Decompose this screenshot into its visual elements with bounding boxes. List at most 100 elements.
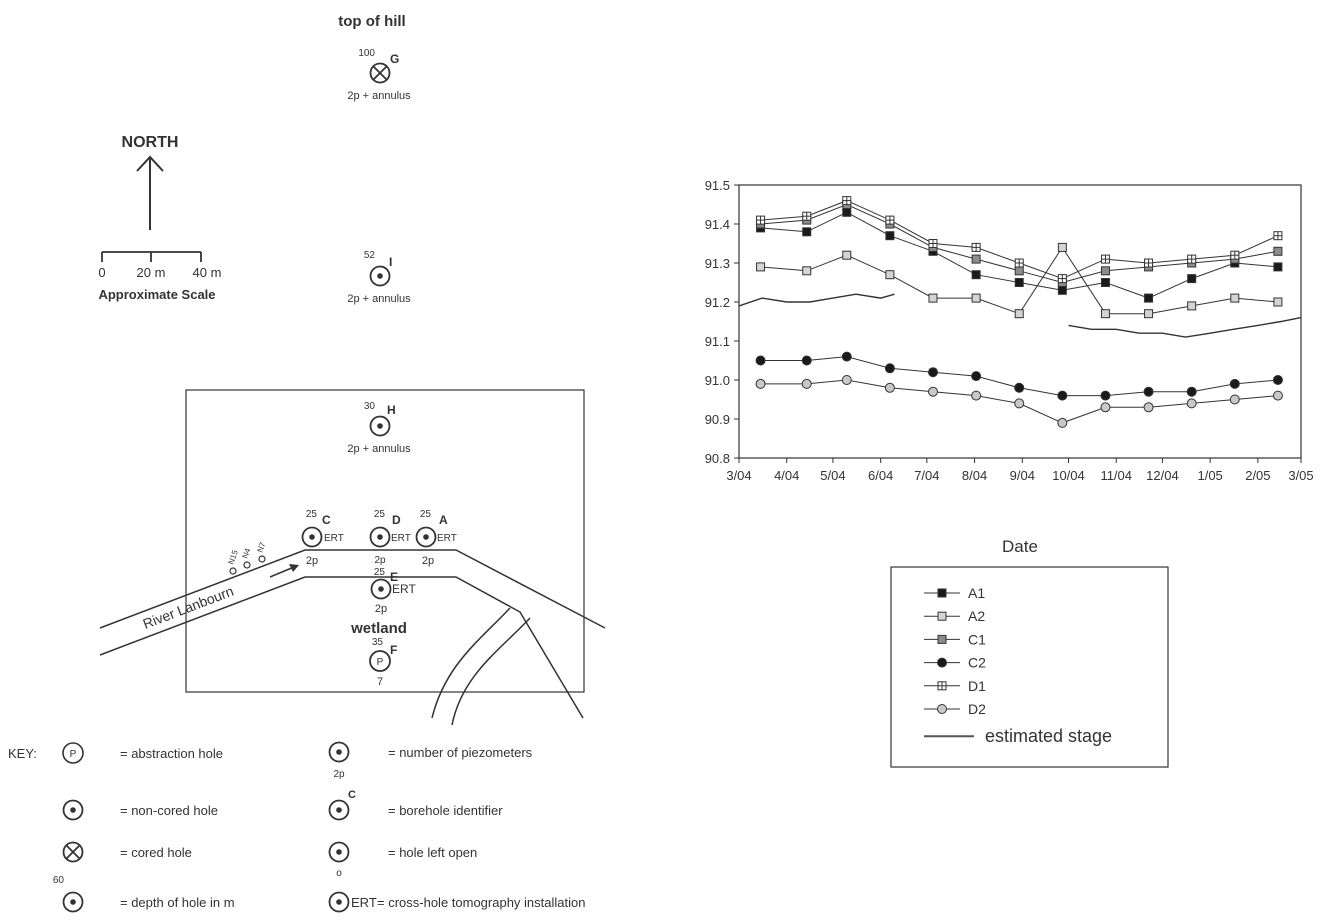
hole-center-dot (70, 899, 76, 905)
borehole-f: 35 F P 7 (369, 637, 397, 688)
key-identifier-example: C (348, 789, 356, 801)
non-cored-hole-icon (370, 578, 392, 600)
data-point-c2 (1272, 375, 1283, 385)
borehole-a-ert: ERT (437, 533, 457, 544)
non-cored-hole-icon (369, 415, 391, 437)
hole-center-dot (378, 586, 384, 592)
series-lines (755, 196, 1283, 428)
hole-center-dot (423, 534, 429, 540)
x-tick-label: 5/04 (820, 468, 845, 483)
borehole-d-ert: ERT (391, 533, 411, 544)
data-point-a2 (1100, 309, 1110, 319)
small-hole-label: N4 (240, 546, 252, 559)
data-point-a2 (885, 270, 895, 280)
river-bank-south (99, 576, 584, 719)
data-point-c1 (1100, 266, 1110, 276)
y-tick-label: 91.0 (705, 373, 730, 388)
north-arrow: NORTH (122, 134, 178, 230)
borehole-g-depth: 100 (358, 48, 375, 59)
legend-label-estimated-stage: estimated stage (985, 726, 1112, 746)
scale-tick-label: 40 m (193, 265, 222, 280)
small-hole-label: N7 (255, 540, 267, 553)
data-point-a1 (842, 207, 852, 217)
borehole-d-depth: 25 (374, 509, 386, 520)
data-point-a2 (842, 250, 852, 260)
non-cored-hole-icon (328, 799, 350, 821)
borehole-e-ert: ERT (392, 582, 416, 596)
data-point-a2 (928, 293, 938, 303)
key-title: KEY: (8, 746, 37, 761)
borehole-c: 25 C ERT 2p (301, 509, 344, 567)
wetland-site-boundary (185, 389, 585, 693)
non-cored-hole-icon (415, 526, 437, 548)
river (99, 549, 606, 726)
non-cored-hole-icon (301, 526, 323, 548)
key-open-text: = hole left open (388, 845, 477, 860)
data-point-d2 (928, 386, 939, 397)
key-piezometers-text: = number of piezometers (388, 745, 533, 760)
borehole-c-id: C (322, 513, 331, 527)
data-point-a1 (802, 227, 812, 237)
hole-center-dot (336, 899, 342, 905)
y-tick-label: 90.9 (705, 412, 730, 427)
borehole-i: 52 I 2p + annulus (347, 250, 411, 305)
plot-area (738, 184, 1302, 459)
x-tick-label: 8/04 (962, 468, 987, 483)
borehole-h: 30 H 2p + annulus (347, 401, 411, 455)
estimated-stage-line (738, 293, 1302, 338)
borehole-c-depth: 25 (306, 509, 318, 520)
data-point-d2 (1186, 398, 1197, 409)
data-point-d2 (1143, 402, 1154, 413)
non-cored-hole-icon (328, 741, 350, 763)
data-point-d2 (971, 390, 982, 401)
non-cored-hole-icon (369, 526, 391, 548)
key-piezo-example: 2p (333, 769, 345, 780)
non-cored-hole-icon (62, 799, 84, 821)
map-key: KEY: P = abstraction hole = non-cored ho… (8, 741, 585, 913)
north-arrow-head-icon (136, 155, 164, 172)
key-depth-example: 60 (53, 875, 65, 886)
non-cored-hole-icon (62, 891, 84, 913)
small-holes: N15 N4 N7 (226, 540, 268, 575)
cored-hole-icon (62, 841, 84, 863)
x-tick-label: 7/04 (914, 468, 939, 483)
wetland-label: wetland (350, 620, 407, 637)
data-point-a1 (1144, 293, 1154, 303)
y-tick-label: 90.8 (705, 451, 730, 466)
key-non-cored-text: = non-cored hole (120, 803, 218, 818)
cored-hole-cross (372, 65, 388, 81)
legend-label-d1: D1 (968, 678, 986, 694)
abstraction-hole-icon (369, 650, 391, 672)
data-point-c1 (1014, 266, 1024, 276)
data-point-d2 (1272, 390, 1283, 401)
borehole-i-id: I (389, 255, 392, 269)
x-tick-label: 6/04 (868, 468, 893, 483)
borehole-e-id: E (390, 570, 398, 584)
data-point-a2 (1057, 242, 1067, 252)
x-tick-label: 4/04 (774, 468, 799, 483)
key-identifier-text: = borehole identifier (388, 803, 503, 818)
key-cored-text: = cored hole (120, 845, 192, 860)
data-point-c2 (1100, 390, 1111, 401)
key-ert-text: = cross-hole tomography installation (377, 895, 585, 910)
open-hole-icon (243, 561, 251, 569)
open-hole-icon (258, 555, 266, 563)
data-point-a2 (971, 293, 981, 303)
abstraction-hole-letter: P (377, 657, 384, 668)
borehole-e-note: 2p (375, 603, 387, 615)
small-hole-label: N15 (226, 548, 240, 565)
key-open-example: o (336, 868, 342, 879)
open-hole-icon (229, 567, 237, 575)
hole-center-dot (377, 423, 383, 429)
x-tick-label: 11/04 (1100, 468, 1132, 483)
borehole-c-ert: ERT (324, 533, 344, 544)
data-point-a2 (756, 262, 766, 272)
legend-label-a1: A1 (968, 585, 985, 601)
data-point-d2 (801, 378, 812, 389)
x-axis-title: Date (1002, 537, 1038, 556)
data-point-a1 (1014, 278, 1024, 287)
borehole-g-id: G (390, 52, 399, 66)
legend-marker-d2 (937, 704, 947, 714)
x-tick-label: 9/04 (1010, 468, 1035, 483)
data-point-c2 (928, 367, 939, 378)
